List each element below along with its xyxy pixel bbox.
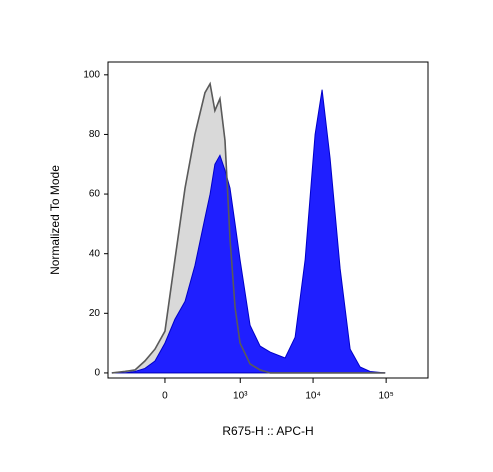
y-tick-label: 100 [83, 69, 100, 80]
x-tick-label: 10⁴ [305, 391, 320, 402]
x-tick-label: 10⁵ [378, 391, 393, 402]
area-outline [111, 81, 386, 374]
y-tick-label: 40 [89, 248, 101, 259]
y-tick-label: 0 [94, 368, 100, 379]
x-axis-label: R675-H :: APC-H [222, 424, 313, 438]
y-tick-label: 60 [89, 189, 101, 200]
area [111, 89, 386, 374]
plot-frame [107, 61, 429, 379]
y-tick-label: 20 [89, 308, 101, 319]
y-tick-label: 80 [89, 129, 101, 140]
x-tick-label: 0 [162, 391, 168, 402]
x-tick-label: 10³ [233, 391, 248, 402]
y-axis-label: Normalized To Mode [48, 165, 62, 275]
